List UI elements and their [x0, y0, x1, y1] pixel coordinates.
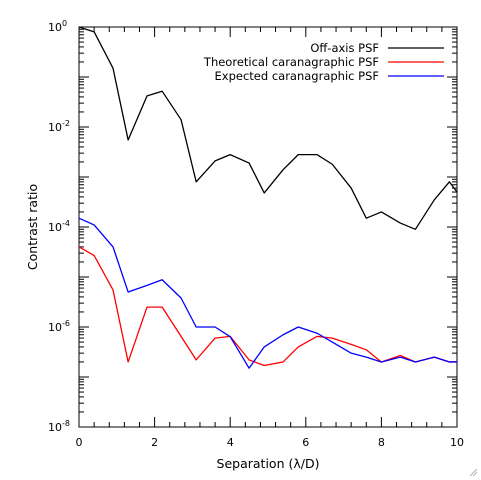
- y-tick-exponent: -4: [62, 219, 70, 228]
- legend-label: Expected caranagraphic PSF: [215, 69, 379, 83]
- series-line-3: [78, 217, 457, 369]
- series-line-1: [78, 26, 458, 230]
- y-tick-label: 10-8: [48, 419, 70, 434]
- y-tick-exponent: -6: [62, 319, 70, 328]
- legend-label: Theoretical caranagraphic PSF: [203, 55, 379, 69]
- x-tick-label: 6: [302, 436, 309, 449]
- x-tick-label: 4: [227, 436, 234, 449]
- x-axis-label: Separation (λ/D): [217, 456, 320, 471]
- y-tick-exponent: -8: [62, 419, 70, 428]
- y-tick-label: 10-4: [48, 219, 70, 234]
- y-tick-label: 100: [48, 19, 67, 34]
- y-tick-exponent: -2: [62, 119, 70, 128]
- y-tick-exponent: 0: [62, 19, 67, 28]
- x-tick-label: 0: [76, 436, 83, 449]
- series-lines: [78, 26, 458, 369]
- y-tick-base: 10: [48, 21, 62, 34]
- y-tick-base: 10: [48, 121, 62, 134]
- x-tick-label: 10: [450, 436, 464, 449]
- legend-label: Off-axis PSF: [310, 41, 379, 55]
- y-tick-base: 10: [48, 421, 62, 434]
- x-tick-label: 2: [151, 436, 158, 449]
- y-tick-base: 10: [48, 321, 62, 334]
- y-axis-label: Contrast ratio: [25, 184, 40, 270]
- series-line-2: [78, 246, 457, 367]
- y-tick-base: 10: [48, 221, 62, 234]
- x-tick-label: 8: [378, 436, 385, 449]
- y-tick-label: 10-6: [48, 319, 70, 334]
- y-tick-label: 10-2: [48, 119, 70, 134]
- plot-frame: [78, 26, 458, 428]
- resize-grip-icon[interactable]: [468, 467, 478, 477]
